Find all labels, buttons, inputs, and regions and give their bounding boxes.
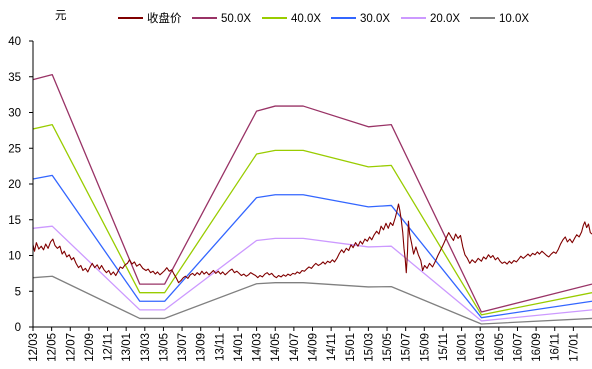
x-tick-label: 14/07 xyxy=(289,333,301,362)
x-tick-label: 13/11 xyxy=(214,333,226,361)
x-tick-label: 16/03 xyxy=(475,333,487,362)
x-tick-label: 12/09 xyxy=(84,333,96,362)
y-tick-label: 15 xyxy=(8,215,21,227)
x-tick-label: 12/03 xyxy=(28,333,40,362)
x-tick-label: 15/09 xyxy=(419,333,431,362)
x-tick-label: 12/11 xyxy=(103,333,115,361)
pe-40x-band-line xyxy=(32,124,592,316)
legend-item-pe-20x: 20.0X xyxy=(401,13,460,25)
legend: 收盘价 50.0X 40.0X 30.0X 20.0X 10.0X xyxy=(118,11,529,25)
x-tick-label: 16/11 xyxy=(550,333,562,361)
x-tick-label: 14/01 xyxy=(233,333,245,362)
pe-20x-band-line xyxy=(32,225,592,322)
x-tick-label: 14/03 xyxy=(252,333,264,362)
x-tick-label: 13/03 xyxy=(140,333,152,362)
x-tick-label: 16/07 xyxy=(513,333,525,362)
x-tick-label: 16/09 xyxy=(531,333,543,362)
y-tick-label: 25 xyxy=(8,143,21,155)
y-tick-label: 30 xyxy=(8,108,21,120)
pe-50x-band-line xyxy=(32,73,592,313)
legend-item-pe-50x: 50.0X xyxy=(192,13,251,25)
series-lines xyxy=(32,73,592,325)
x-tick-label: 12/07 xyxy=(65,333,77,362)
legend-item-pe-10x: 10.0X xyxy=(470,13,529,25)
legend-label-pe-50x: 50.0X xyxy=(221,13,251,25)
y-tick-label: 35 xyxy=(8,72,21,84)
x-tick-label: 15/07 xyxy=(401,333,413,362)
legend-label-close-price: 收盘价 xyxy=(147,11,182,25)
legend-label-pe-20x: 20.0X xyxy=(430,13,460,25)
legend-label-pe-10x: 10.0X xyxy=(499,13,529,25)
legend-item-close-price: 收盘价 xyxy=(118,11,182,25)
x-tick-label: 15/01 xyxy=(345,333,357,362)
x-tick-label: 16/05 xyxy=(494,333,506,362)
legend-item-pe-30x: 30.0X xyxy=(331,13,390,25)
x-tick-label: 17/01 xyxy=(568,333,580,362)
pe-10x-band-line xyxy=(32,275,592,325)
legend-label-pe-40x: 40.0X xyxy=(291,13,321,25)
x-tick-label: 15/05 xyxy=(382,333,394,362)
x-tick-label: 13/05 xyxy=(158,333,170,362)
pe-30x-band-line xyxy=(32,174,592,319)
legend-label-pe-30x: 30.0X xyxy=(360,13,390,25)
x-tick-label: 13/09 xyxy=(196,333,208,362)
x-tick-label: 13/01 xyxy=(121,333,133,362)
y-axis-unit-label: 元 xyxy=(55,10,67,22)
legend-item-pe-40x: 40.0X xyxy=(262,13,321,25)
x-tick-label: 14/11 xyxy=(326,333,338,361)
y-tick-label: 10 xyxy=(8,251,21,263)
x-tick-label: 14/09 xyxy=(308,333,320,362)
x-tick-label: 15/03 xyxy=(363,333,375,362)
y-tick-label: 5 xyxy=(15,286,21,298)
x-axis-ticks: 12/03 12/05 12/07 12/09 12/11 13/01 13/03 13/05… xyxy=(28,327,580,362)
y-tick-label: 0 xyxy=(15,322,21,334)
y-tick-label: 40 xyxy=(8,36,21,48)
x-tick-label: 12/05 xyxy=(47,333,59,362)
x-tick-label: 13/07 xyxy=(177,333,189,362)
y-tick-label: 20 xyxy=(8,179,21,191)
x-tick-label: 14/05 xyxy=(270,333,282,362)
y-axis-ticks: 0 5 10 15 20 25 30 35 40 xyxy=(8,36,33,334)
x-tick-label: 16/01 xyxy=(457,333,469,362)
x-tick-label: 15/11 xyxy=(438,333,450,361)
close-price-line xyxy=(32,203,592,284)
